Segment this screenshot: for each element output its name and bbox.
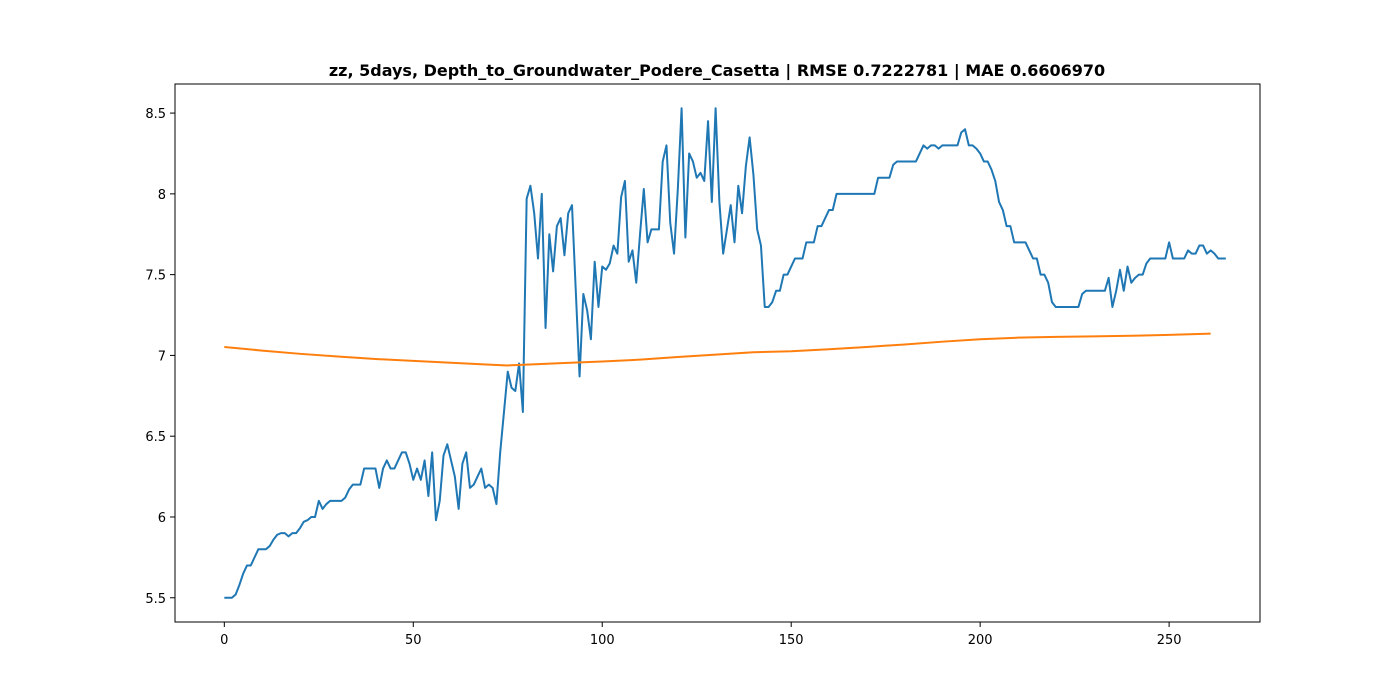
- x-tick-label: 50: [405, 633, 422, 648]
- x-tick-label: 0: [220, 633, 228, 648]
- y-tick-label: 5.5: [145, 592, 166, 607]
- y-tick-label: 7.5: [145, 269, 166, 284]
- x-tick-label: 100: [590, 633, 615, 648]
- series-line-2: [224, 332, 1211, 367]
- x-tick-label: 150: [779, 633, 804, 648]
- y-tick-label: 7: [158, 349, 166, 364]
- x-tick-label: 200: [968, 633, 993, 648]
- x-tick-label: 250: [1157, 633, 1182, 648]
- y-tick-label: 8: [158, 188, 166, 203]
- series-layer: [224, 107, 1226, 599]
- x-axis: 0 50 100 150 200 250: [220, 622, 1182, 648]
- series-line-1: [224, 107, 1226, 599]
- y-axis: 5.5 6 6.5 7 7.5 8 8.5: [145, 107, 175, 607]
- y-tick-label: 8.5: [145, 107, 166, 122]
- chart-title: zz, 5days, Depth_to_Groundwater_Podere_C…: [329, 61, 1105, 81]
- y-tick-label: 6.5: [145, 430, 166, 445]
- plot-area-frame: [174, 83, 1261, 623]
- y-tick-label: 6: [158, 511, 166, 526]
